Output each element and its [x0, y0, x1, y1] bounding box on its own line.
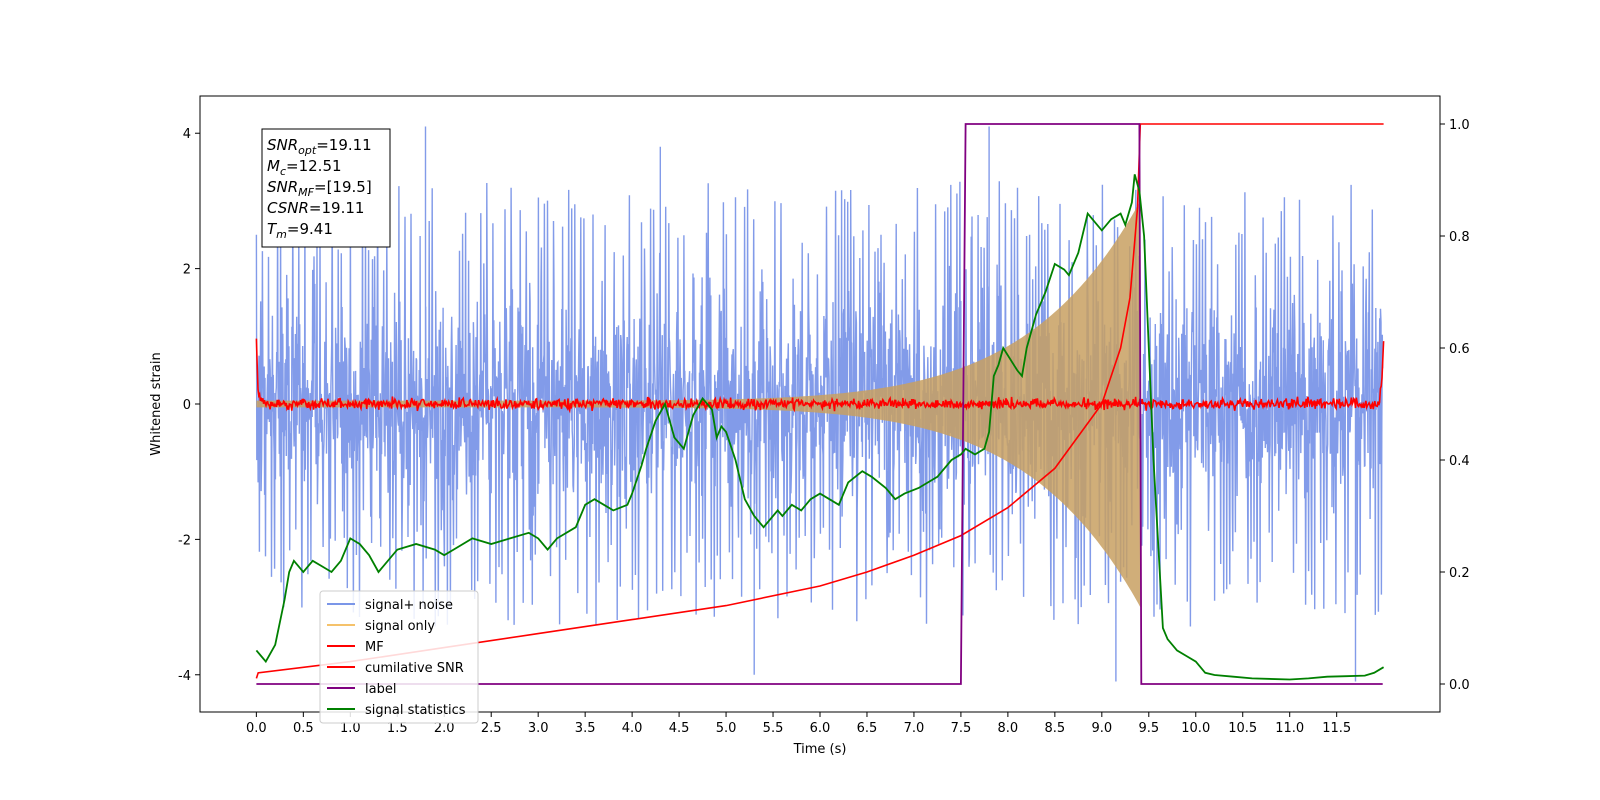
legend-label: signal only: [365, 619, 435, 634]
y-left-tick-label: 2: [183, 263, 191, 278]
series-signal-statistics-line: [255, 174, 1385, 681]
y-right-tick-label: 0.4: [1449, 454, 1470, 469]
x-tick-label: 7.5: [951, 721, 972, 736]
y-left-tick-label: -2: [178, 533, 191, 548]
annotation-box: SNRopt=19.11Mc=12.51SNRMF=[19.5]CSNR=19.…: [261, 128, 391, 248]
x-tick-label: 11.5: [1322, 721, 1351, 736]
annotation-line: SNRMF=[19.5]: [267, 178, 372, 199]
y-left-tick-label: 4: [183, 127, 191, 142]
legend-label: MF: [365, 640, 384, 655]
y-left-tick-label: -4: [178, 669, 191, 684]
y-right-tick-label: 0.8: [1449, 230, 1470, 245]
x-tick-label: 2.5: [481, 721, 502, 736]
x-tick-label: 9.5: [1138, 721, 1159, 736]
x-tick-label: 4.5: [669, 721, 690, 736]
x-tick-label: 1.0: [340, 721, 361, 736]
legend-label: signal+ noise: [365, 598, 453, 613]
annotation-line: CSNR=19.11: [267, 199, 364, 217]
plot-area: [255, 123, 1385, 685]
y-right-tick-label: 0.0: [1449, 678, 1470, 693]
x-tick-label: 5.5: [763, 721, 784, 736]
x-tick-label: 10.0: [1181, 721, 1210, 736]
x-tick-label: 1.5: [387, 721, 408, 736]
series-label-line: [256, 123, 1383, 685]
y-right-tick-label: 1.0: [1449, 118, 1470, 133]
series-mf-line: [255, 338, 1385, 414]
x-tick-label: 2.0: [434, 721, 455, 736]
x-tick-label: 11.0: [1275, 721, 1304, 736]
legend-label: cumilative SNR: [365, 661, 464, 676]
legend-label: label: [365, 682, 396, 697]
x-tick-label: 0.5: [293, 721, 314, 736]
legend-frame: [319, 590, 479, 724]
x-tick-label: 4.0: [622, 721, 643, 736]
x-tick-label: 5.0: [716, 721, 737, 736]
y-right-tick-label: 0.6: [1449, 342, 1470, 357]
y-left-tick-label: 0: [183, 398, 191, 413]
annotation-line: Tm=9.41: [267, 220, 333, 241]
annotation-line: Mc=12.51: [267, 157, 342, 178]
annotation-line: SNRopt=19.11: [267, 136, 372, 157]
x-tick-label: 6.0: [810, 721, 831, 736]
annotation-frame: [261, 128, 391, 248]
x-tick-label: 8.0: [998, 721, 1019, 736]
x-tick-label: 6.5: [857, 721, 878, 736]
x-tick-label: 7.0: [904, 721, 925, 736]
legend: signal+ noise signal only MF cumilative SNR…: [319, 590, 479, 724]
axes-ticks: 0.0 0.5 1.0 1.5 2.0 2.5 3.0 3.5 4.0 4.5 5.0 5.5 6.0 6…: [178, 118, 1470, 736]
x-tick-label: 10.5: [1228, 721, 1257, 736]
x-tick-label: 0.0: [246, 721, 267, 736]
x-tick-label: 9.0: [1091, 721, 1112, 736]
y-right-tick-label: 0.2: [1449, 566, 1470, 581]
x-tick-label: 3.0: [528, 721, 549, 736]
x-axis-label: Time (s): [793, 742, 847, 757]
x-tick-label: 3.5: [575, 721, 596, 736]
legend-label: signal statistics: [365, 703, 466, 718]
y-axis-label: Whitened strain: [149, 352, 164, 455]
x-tick-label: 8.5: [1045, 721, 1066, 736]
